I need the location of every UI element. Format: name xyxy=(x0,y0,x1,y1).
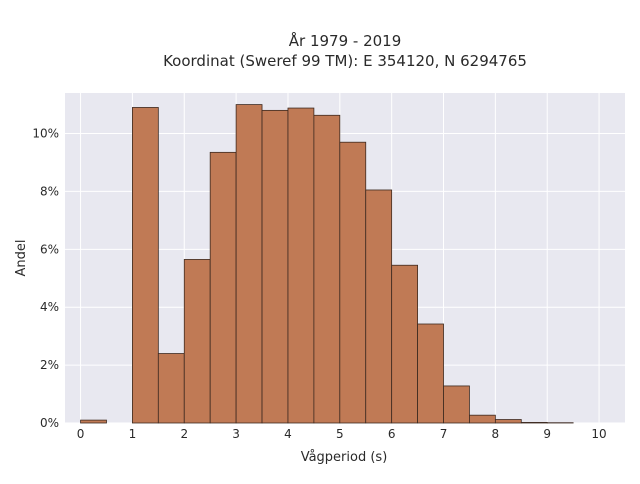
histogram-bar xyxy=(132,107,158,423)
histogram-bar xyxy=(288,108,314,423)
y-tick-label: 10% xyxy=(32,127,59,141)
x-tick-label: 0 xyxy=(77,427,85,441)
histogram-bar xyxy=(521,422,547,423)
histogram-bar xyxy=(340,142,366,423)
x-tick-label: 5 xyxy=(336,427,344,441)
x-tick-label: 6 xyxy=(388,427,396,441)
histogram-bar xyxy=(469,415,495,423)
chart-title-line2: Koordinat (Sweref 99 TM): E 354120, N 62… xyxy=(163,52,527,70)
y-tick-label: 0% xyxy=(40,416,59,430)
histogram-bar xyxy=(210,152,236,423)
x-tick-label: 7 xyxy=(440,427,448,441)
x-tick-label: 3 xyxy=(232,427,240,441)
y-axis-label: Andel xyxy=(14,240,29,277)
x-axis-label: Vågperiod (s) xyxy=(301,450,388,465)
histogram-bar xyxy=(392,265,418,423)
histogram-bar xyxy=(366,190,392,423)
y-tick-labels: 0% 2% 4% 6% 8% 10% xyxy=(32,127,59,430)
y-tick-label: 8% xyxy=(40,184,59,198)
x-tick-labels: 0 1 2 3 4 5 6 7 8 9 10 xyxy=(77,427,607,441)
histogram-bar xyxy=(444,386,470,423)
y-tick-label: 2% xyxy=(40,358,59,372)
histogram-bar xyxy=(495,420,521,423)
x-tick-label: 4 xyxy=(284,427,292,441)
histogram-bar xyxy=(314,115,340,423)
histogram-bar xyxy=(184,259,210,423)
x-tick-label: 2 xyxy=(180,427,188,441)
x-tick-label: 9 xyxy=(543,427,551,441)
histogram-bar xyxy=(418,324,444,423)
chart-title-line1: År 1979 - 2019 xyxy=(289,31,402,50)
histogram-bar xyxy=(236,105,262,423)
x-tick-label: 8 xyxy=(492,427,500,441)
histogram-bar xyxy=(81,420,107,423)
x-tick-label: 10 xyxy=(591,427,606,441)
x-tick-label: 1 xyxy=(129,427,137,441)
histogram-bar xyxy=(262,110,288,423)
y-tick-label: 6% xyxy=(40,242,59,256)
y-tick-label: 4% xyxy=(40,300,59,314)
histogram-bar xyxy=(158,354,184,423)
